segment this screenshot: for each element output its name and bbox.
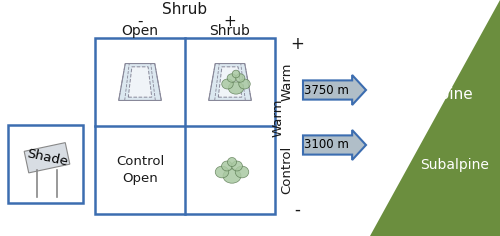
Ellipse shape [236, 166, 249, 178]
Text: Alpine: Alpine [426, 88, 474, 102]
Polygon shape [303, 75, 366, 105]
Ellipse shape [239, 79, 250, 89]
Ellipse shape [215, 166, 229, 178]
Ellipse shape [228, 157, 236, 167]
Text: Control: Control [280, 146, 293, 194]
Text: Control
Open: Control Open [116, 155, 164, 185]
Ellipse shape [222, 161, 232, 171]
Polygon shape [118, 63, 162, 101]
Text: 3750 m: 3750 m [304, 84, 349, 97]
Text: Shrub: Shrub [210, 24, 250, 38]
Text: +: + [224, 13, 236, 29]
Text: Shade: Shade [25, 147, 69, 169]
Text: 3100 m: 3100 m [304, 139, 349, 152]
Ellipse shape [236, 74, 245, 82]
FancyBboxPatch shape [24, 143, 70, 173]
FancyBboxPatch shape [8, 125, 83, 203]
Ellipse shape [223, 169, 241, 183]
Text: Shrub: Shrub [162, 3, 208, 17]
Ellipse shape [228, 82, 244, 94]
Polygon shape [218, 67, 242, 97]
Text: -: - [137, 13, 143, 29]
Text: Subalpine: Subalpine [420, 158, 490, 172]
Polygon shape [208, 63, 252, 101]
Text: Warm: Warm [280, 63, 293, 101]
Polygon shape [303, 130, 366, 160]
Ellipse shape [227, 74, 236, 82]
Text: Open: Open [122, 24, 158, 38]
FancyBboxPatch shape [95, 38, 275, 214]
Polygon shape [128, 67, 152, 97]
Text: -: - [294, 201, 300, 219]
Text: +: + [290, 35, 304, 53]
Ellipse shape [232, 70, 240, 78]
Text: Warm: Warm [272, 99, 284, 137]
Ellipse shape [222, 79, 233, 89]
Polygon shape [370, 0, 500, 236]
Ellipse shape [232, 161, 242, 171]
